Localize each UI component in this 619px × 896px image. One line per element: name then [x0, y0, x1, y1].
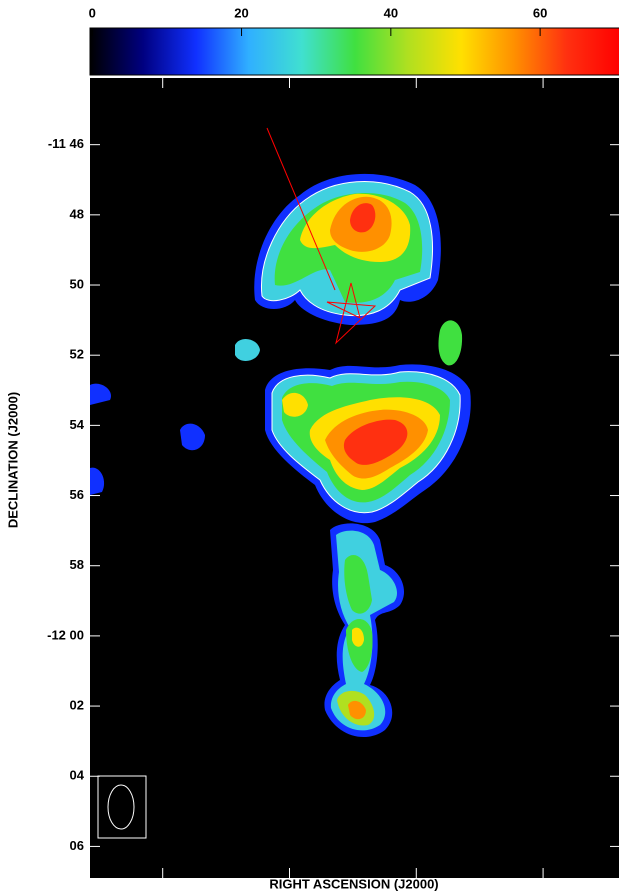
y-tick-label: 48 [70, 206, 84, 221]
x-tick-label: 00 [536, 857, 550, 872]
colorbar-tick-label: 20 [234, 5, 248, 20]
y-tick-label: 56 [70, 487, 84, 502]
contours [260, 181, 461, 514]
y-tick-label: 50 [70, 276, 84, 291]
colorbar-tick-label: 60 [533, 5, 547, 20]
x-axis-label: RIGHT ASCENSION (J2000) [269, 876, 438, 891]
y-tick-label: 02 [70, 698, 84, 713]
y-tick-label: -12 00 [47, 627, 84, 642]
x-tick-label: 30 [282, 857, 296, 872]
beam [97, 775, 147, 839]
y-tick-label: 04 [70, 768, 85, 783]
source-marker [266, 127, 377, 345]
y-tick-label: 58 [70, 557, 84, 572]
y-tick-label: 52 [70, 347, 84, 362]
x-tick-label: 05 11 45 [138, 857, 188, 872]
y-axis-label: DECLINATION (J2000) [5, 392, 20, 528]
emission [90, 173, 471, 738]
y-tick-label: 54 [70, 417, 85, 432]
y-tick-label: 06 [70, 838, 84, 853]
x-tick-label: 15 [409, 857, 423, 872]
colorbar [89, 27, 619, 76]
y-tick-label: -11 46 [48, 136, 84, 151]
colorbar-tick-label: 0 [89, 5, 96, 20]
colorbar-tick-label: 40 [384, 5, 398, 20]
